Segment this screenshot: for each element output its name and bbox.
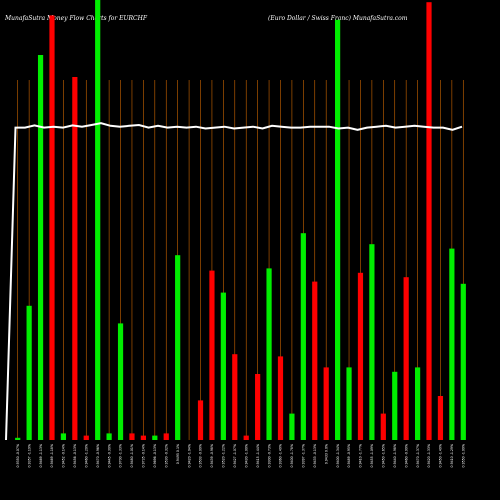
money-flow-bar	[152, 435, 158, 440]
x-tick-label: 0.9520 -1.22%	[222, 444, 226, 467]
x-tick-label: 0.9470 -0.96%	[96, 444, 100, 467]
money-flow-bar	[220, 292, 226, 440]
x-tick-label: 0.9410 -1.29%	[450, 444, 454, 467]
x-tick-label: 0.9495 0.1%	[176, 444, 180, 464]
money-flow-bar	[346, 367, 352, 440]
x-tick-label: 0.9433 0.0%	[324, 444, 328, 464]
money-flow-bar	[266, 268, 272, 440]
money-flow-bar	[403, 277, 409, 440]
money-flow-bar	[209, 270, 215, 440]
money-flow-bar	[49, 15, 55, 441]
x-tick-label: 0.9445 -0.30%	[107, 444, 111, 467]
money-flow-bar	[83, 435, 89, 440]
x-tick-label: 0.9427 -1.07%	[233, 444, 237, 467]
money-flow-bar	[37, 55, 44, 440]
x-tick-label: 0.9415 -1.44%	[256, 444, 260, 467]
money-flow-bars	[15, 0, 466, 441]
x-tick-label: 0.9469 -1.18%	[50, 444, 54, 467]
money-flow-bar	[323, 367, 329, 440]
x-tick-label: 0.9400 -1.78%	[290, 444, 294, 467]
x-tick-label: 0.9450 -1.65%	[382, 444, 386, 467]
x-tick-label: 0.9360 -1.49%	[279, 444, 283, 467]
x-tick-label: 0.9550 -1.09%	[461, 444, 465, 467]
x-tick-label: 0.9470 -1.37%	[416, 444, 420, 467]
money-flow-bar	[449, 248, 455, 440]
chart-header-left: MunafaSutra Money Flow Charts for EURCHF	[4, 15, 148, 22]
money-flow-bar	[15, 437, 21, 440]
x-tick-label: 0.9420 -1.33%	[427, 444, 431, 467]
x-tick-label: 0.9439 -0.98%	[210, 444, 214, 467]
money-flow-bar	[255, 374, 261, 440]
money-flow-bar	[117, 323, 124, 440]
money-flow-bar	[414, 367, 421, 440]
money-flow-bar	[60, 433, 67, 440]
x-tick-label: 0.9735 -0.14%	[142, 444, 146, 467]
money-flow-bar	[129, 433, 135, 440]
x-tick-label: 0.9480 -1.01%	[130, 444, 134, 467]
chart-header-right: (Euro Dollar / Swiss Franc) MunafaSutra.…	[268, 15, 408, 22]
x-tick-label: 0.9456 -0.13%	[73, 444, 77, 467]
money-flow-bar	[380, 413, 386, 440]
money-flow-bar	[460, 283, 466, 440]
x-tick-label: 0.9530 -0.32%	[164, 444, 168, 467]
money-flow-bar	[140, 435, 146, 440]
x-tick-label: 0.9455 -1.09%	[370, 444, 374, 467]
money-flow-bar	[106, 433, 112, 440]
money-flow-bar	[300, 233, 306, 440]
price-line	[5, 122, 463, 441]
money-flow-bar	[277, 356, 284, 440]
money-flow-bar	[312, 281, 318, 440]
x-tick-label: 0.9696 -0.13%	[153, 444, 157, 467]
money-flow-bar	[175, 255, 181, 440]
x-tick-label: 0.9400 -1.34%	[336, 444, 340, 467]
x-tick-label: 0.9410 -1.77%	[359, 444, 363, 467]
x-tick-label: 0.9460 -1.20%	[84, 444, 88, 467]
x-tick-label: 0.9397 -1.37%	[302, 444, 306, 467]
x-tick-label: 0.9489 -0.95%	[347, 444, 351, 467]
x-tick-label: 0.9440 -1.98%	[393, 444, 397, 467]
money-flow-bar	[335, 19, 341, 441]
money-flow-bar	[426, 2, 432, 440]
money-flow-bar	[26, 305, 32, 440]
money-flow-bar	[243, 435, 249, 440]
x-tick-label: 0.9452 -0.14%	[62, 444, 66, 467]
x-tick-label: 0.9700 -1.33%	[119, 444, 123, 467]
money-flow-bar	[289, 413, 295, 440]
x-tick-label: 0.9357 -1.19%	[27, 444, 31, 467]
money-flow-bar	[163, 433, 169, 440]
x-tick-label: 0.9460 -0.99%	[404, 444, 408, 467]
x-tick-label: 0.9450 -1.49%	[439, 444, 443, 467]
money-flow-bar	[72, 77, 78, 440]
money-flow-bar	[95, 0, 101, 440]
x-tick-label: 0.9469 -1.13%	[39, 444, 43, 467]
money-flow-bar	[232, 354, 238, 440]
money-flow-bar	[357, 272, 364, 440]
x-tick-label: 0.9350 -0.07%	[16, 444, 20, 467]
x-tick-label: 0.9300 -0.73%	[267, 444, 271, 467]
x-axis-tick-labels: 0.9350 -0.07% 0.9357 -1.19% 0.9469 -1.13% 0…	[16, 444, 466, 467]
x-tick-label: 0.9420 -1.04%	[187, 444, 191, 467]
money-flow-bar	[437, 396, 444, 440]
money-flow-bar	[392, 371, 398, 440]
money-flow-bar	[369, 244, 375, 440]
x-tick-label: 0.9433 -0.13%	[313, 444, 317, 467]
x-tick-label: 0.9503 -0.09%	[199, 444, 203, 467]
x-tick-label: 0.9430 -1.00%	[244, 444, 248, 467]
money-flow-bar	[197, 400, 204, 440]
